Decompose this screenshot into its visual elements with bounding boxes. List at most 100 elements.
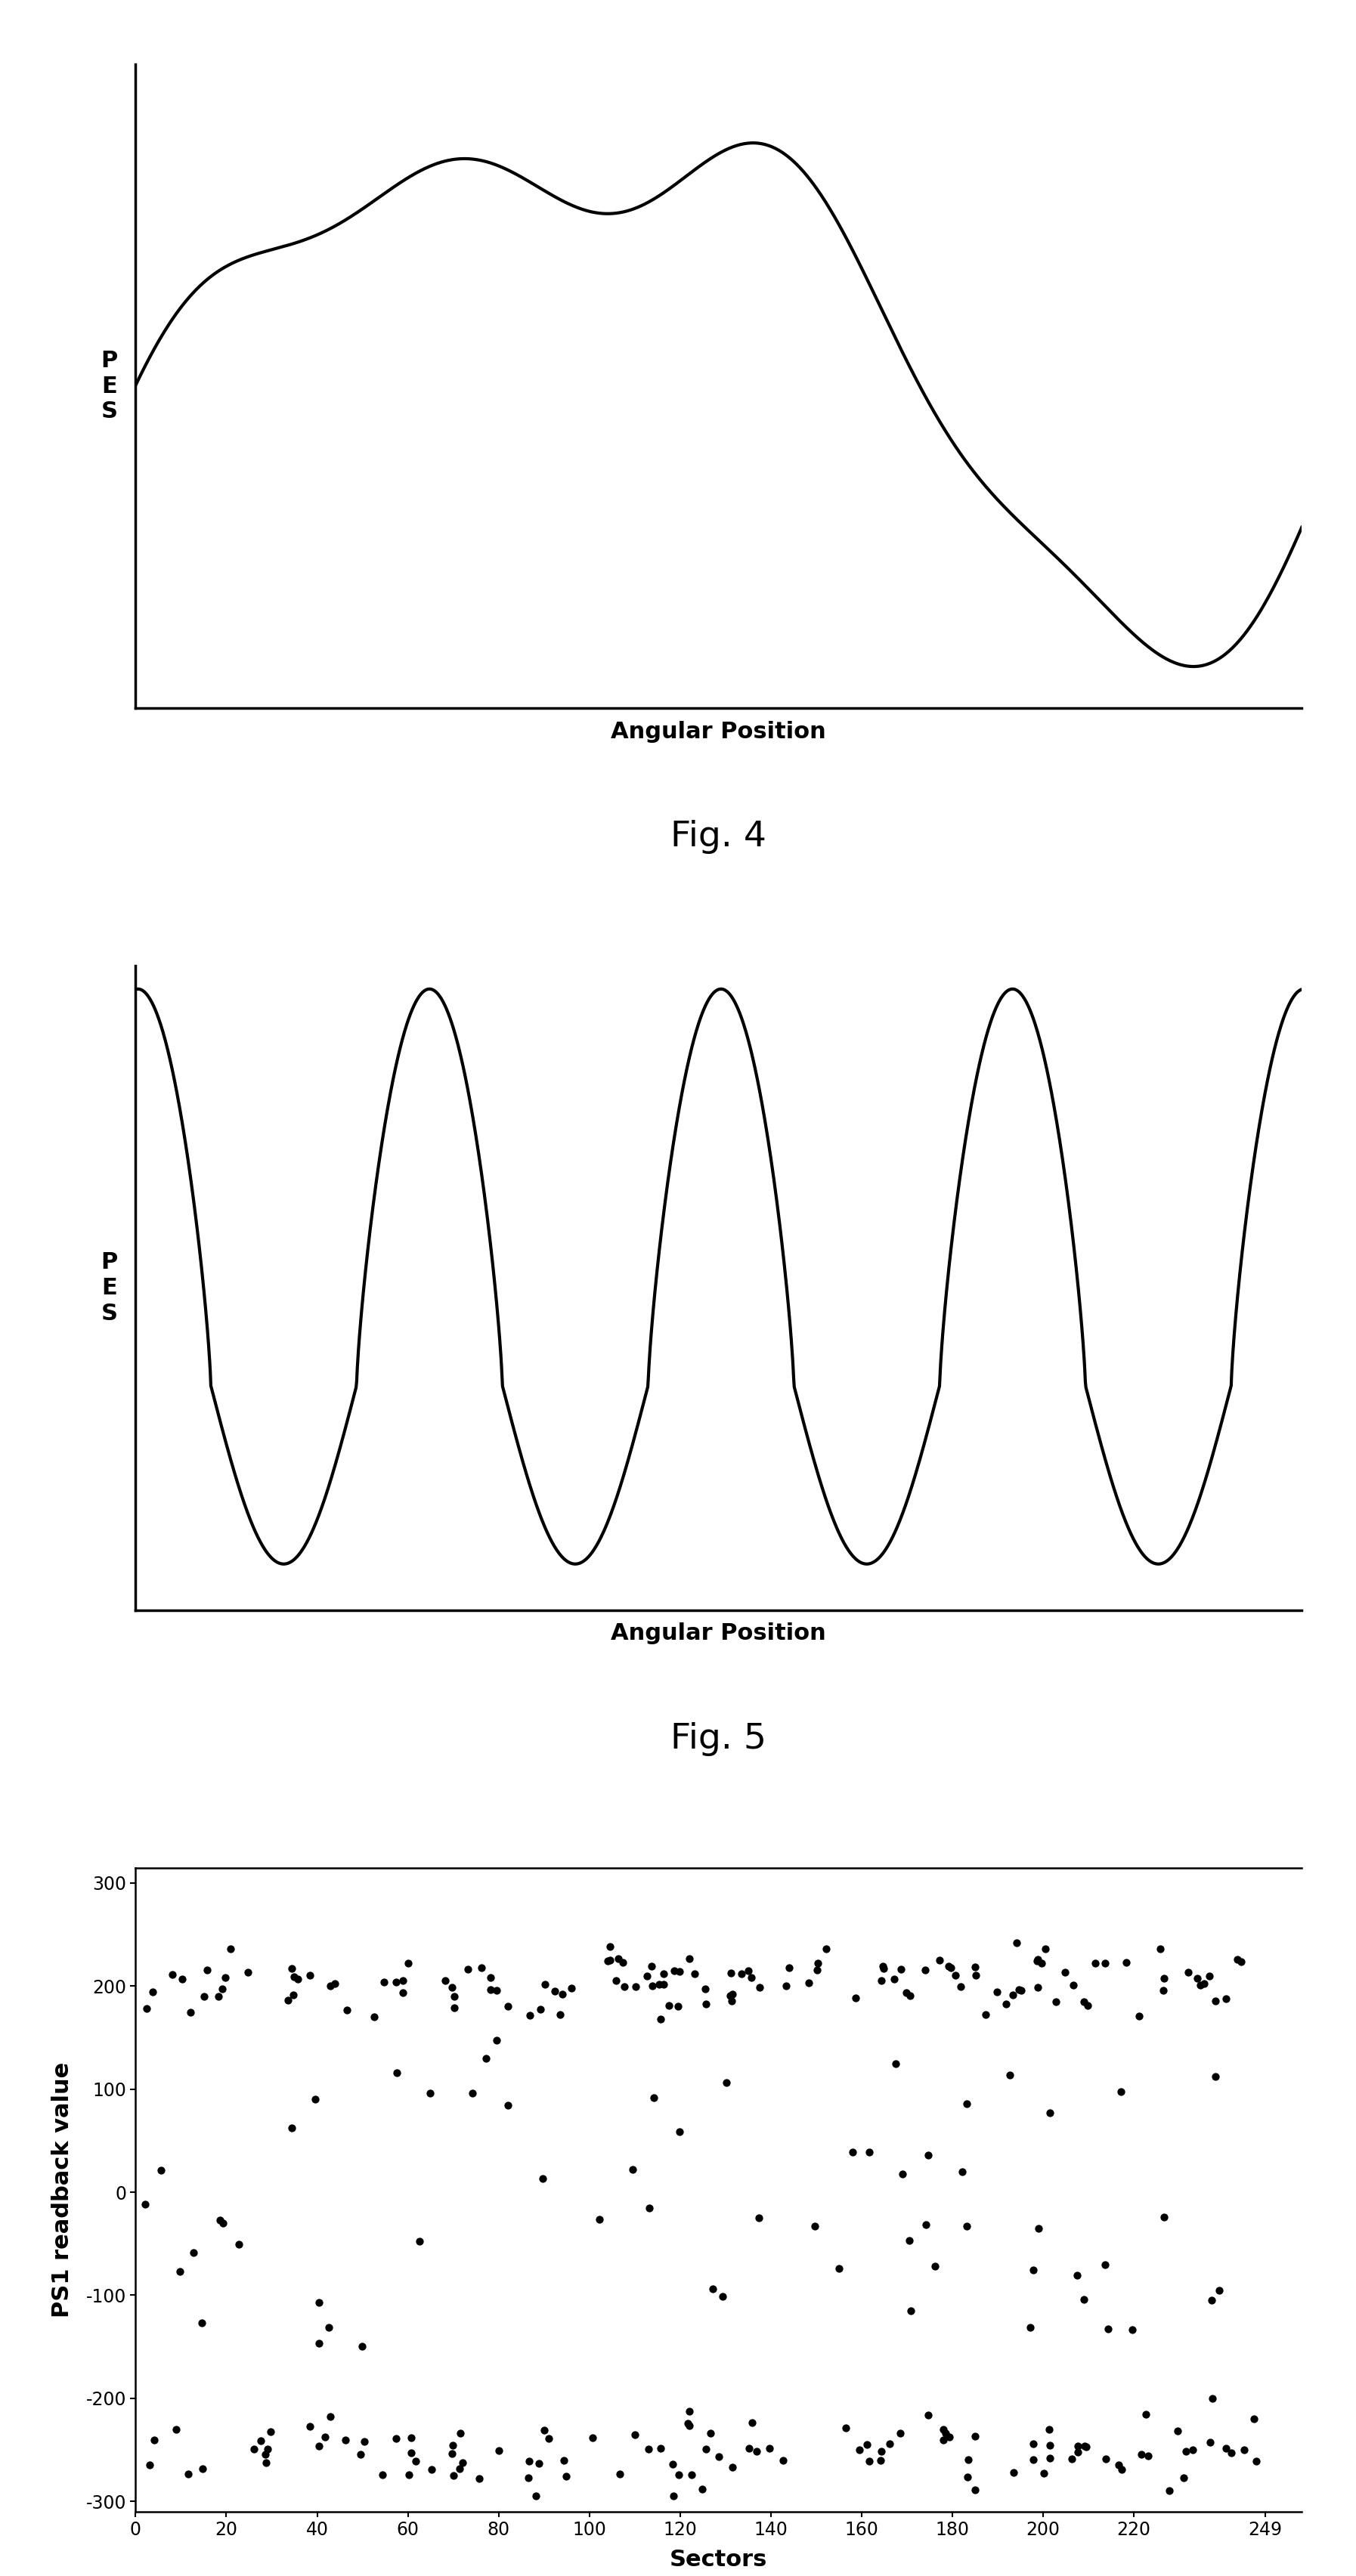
Point <box>1204 1981 1226 2022</box>
Point <box>1227 1940 1249 1981</box>
Point <box>399 2455 420 2496</box>
Point <box>858 2439 880 2481</box>
Point <box>400 2416 422 2458</box>
Point <box>856 2424 877 2465</box>
Point <box>385 1960 407 2002</box>
Point <box>519 1994 541 2035</box>
Point <box>669 2110 690 2151</box>
Point <box>170 2251 191 2293</box>
Point <box>679 2391 701 2432</box>
Point <box>179 1991 201 2032</box>
Point <box>282 1973 304 2014</box>
Point <box>1166 2411 1188 2452</box>
Point <box>468 2458 490 2499</box>
Point <box>283 1955 305 1996</box>
Point <box>488 2429 510 2470</box>
Point <box>721 1973 743 2014</box>
Point <box>658 1986 679 2027</box>
Point <box>1182 2429 1204 2470</box>
Point <box>879 2424 900 2465</box>
Point <box>1026 1940 1048 1981</box>
Point <box>637 2429 659 2470</box>
Point <box>237 1953 259 1994</box>
Point <box>805 1950 827 1991</box>
Point <box>1215 1978 1237 2020</box>
Point <box>1115 1942 1136 1984</box>
Point <box>1135 2393 1157 2434</box>
Point <box>929 1940 951 1981</box>
Point <box>899 1976 921 2017</box>
Point <box>975 1994 997 2035</box>
Point <box>281 1947 302 1989</box>
Point <box>165 2409 187 2450</box>
Point <box>404 2439 426 2481</box>
Point <box>740 1958 762 1999</box>
Point <box>1073 1981 1094 2022</box>
Point <box>1234 2429 1256 2470</box>
Point <box>134 2184 156 2226</box>
Point <box>696 2429 717 2470</box>
Point <box>193 2447 214 2488</box>
Point <box>1121 2308 1143 2349</box>
Point <box>354 2421 376 2463</box>
Point <box>1073 2280 1094 2321</box>
Point <box>1006 1922 1028 1963</box>
Point <box>1108 2445 1130 2486</box>
Point <box>625 1965 647 2007</box>
Point <box>720 1953 742 1994</box>
Point <box>287 1958 309 1999</box>
Point <box>849 2429 871 2470</box>
Point <box>599 1927 621 1968</box>
Point <box>1153 1971 1174 2012</box>
Point <box>742 2403 763 2445</box>
Point <box>244 2429 266 2470</box>
Point <box>410 2221 431 2262</box>
Point <box>461 2074 483 2115</box>
Point <box>1010 1971 1032 2012</box>
Point <box>471 1947 492 1989</box>
Point <box>480 1958 502 1999</box>
Point <box>986 1971 1008 2012</box>
Y-axis label: P
E
S: P E S <box>100 350 118 422</box>
Point <box>1193 1963 1215 2004</box>
Point <box>721 2447 743 2488</box>
Point <box>315 2416 336 2458</box>
Point <box>281 2107 302 2148</box>
Point <box>136 1989 157 2030</box>
Point <box>716 2061 738 2102</box>
Point <box>1174 2429 1196 2470</box>
Point <box>549 1994 571 2035</box>
Point <box>807 1942 829 1984</box>
Point <box>250 2419 271 2460</box>
Point <box>708 2437 730 2478</box>
Point <box>1199 1955 1220 1996</box>
Point <box>278 1978 300 2020</box>
Point <box>255 2434 277 2476</box>
Point <box>872 1945 894 1986</box>
Point <box>1111 2450 1132 2491</box>
Point <box>255 2442 277 2483</box>
Point <box>392 1971 414 2012</box>
Point <box>932 2419 953 2460</box>
Point <box>815 1927 837 1968</box>
Point <box>1173 2458 1195 2499</box>
Point <box>605 1960 626 2002</box>
Point <box>385 2419 407 2460</box>
Point <box>142 1971 164 2012</box>
Point <box>1208 2269 1230 2311</box>
Point <box>918 2136 940 2177</box>
Point <box>518 2442 540 2483</box>
Point <box>538 2419 560 2460</box>
Text: Fig. 5: Fig. 5 <box>671 1721 766 1757</box>
Point <box>885 2043 907 2084</box>
Point <box>1205 2056 1227 2097</box>
Text: Fig. 4: Fig. 4 <box>671 819 766 855</box>
Point <box>1039 2092 1060 2133</box>
Point <box>485 1971 507 2012</box>
Point <box>776 1965 797 2007</box>
Point <box>607 1937 629 1978</box>
Point <box>498 2084 519 2125</box>
Point <box>749 2197 770 2239</box>
Point <box>319 1965 340 2007</box>
Point <box>420 2450 442 2491</box>
